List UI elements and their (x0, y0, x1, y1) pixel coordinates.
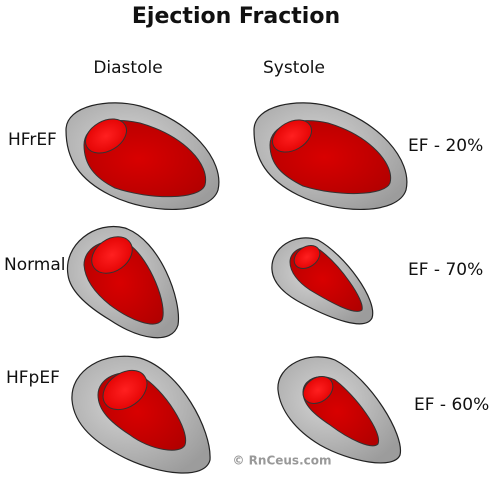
heart-diastole (71, 355, 211, 474)
heart-systole (277, 356, 402, 464)
heart-systole (271, 237, 374, 325)
ef-label: EF - 20% (408, 136, 483, 156)
copyright: © RnCeus.com (232, 454, 331, 468)
row-label: HFrEF (8, 130, 57, 150)
row-label: HFpEF (6, 368, 60, 388)
ef-label: EF - 70% (408, 260, 483, 280)
heart-diastole (65, 102, 220, 210)
title: Ejection Fraction (132, 4, 340, 29)
column-header: Systole (263, 58, 325, 78)
heart-diastole (66, 226, 180, 339)
row-label: Normal (4, 255, 66, 275)
ef-label: EF - 60% (414, 395, 489, 415)
column-header: Diastole (93, 58, 162, 78)
heart-systole (253, 102, 408, 210)
